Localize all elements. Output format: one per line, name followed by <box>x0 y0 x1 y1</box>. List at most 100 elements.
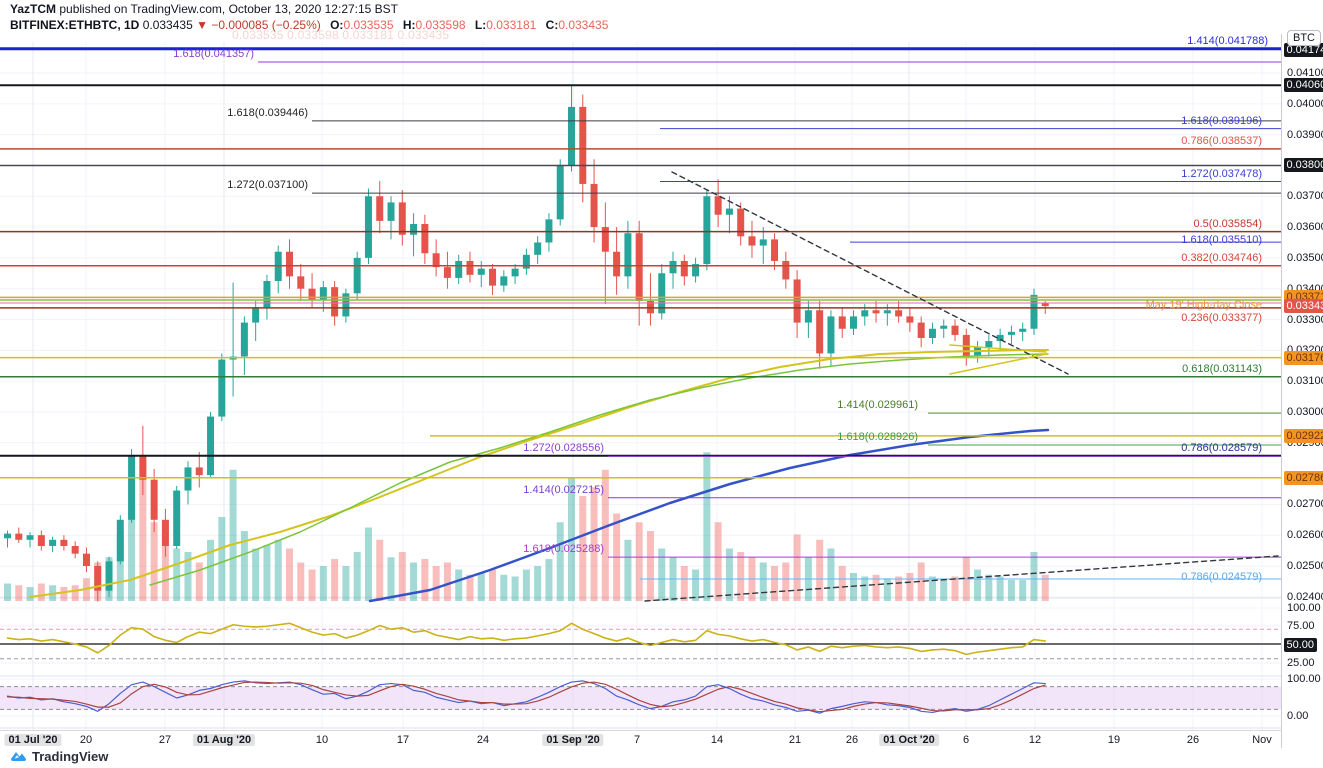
candle-body <box>1007 331 1015 335</box>
open-label: O: <box>330 18 344 32</box>
candle-body <box>128 455 136 520</box>
price-tick: 0.030000 <box>1287 405 1323 418</box>
time-tick-month: 01 Jul '20 <box>4 734 62 746</box>
candle-body <box>331 287 339 317</box>
price-tick: 0.026000 <box>1287 529 1323 542</box>
volume-bar <box>511 576 519 601</box>
stoch-band-fill <box>0 686 1281 710</box>
tradingview-logo[interactable]: TradingView <box>10 748 108 765</box>
volume-bar <box>974 569 982 601</box>
candle-body <box>398 202 406 235</box>
price-tick: 0.025000 <box>1287 560 1323 572</box>
candle-body <box>996 334 1004 342</box>
close-value: 0.033435 <box>558 18 609 32</box>
candle-body <box>432 253 440 268</box>
candle-body <box>308 288 316 300</box>
volume-bar <box>635 522 643 601</box>
volume-bar <box>297 562 305 601</box>
candle-body <box>319 287 327 300</box>
candle-body <box>714 196 722 215</box>
time-tick-month: 01 Sep '20 <box>542 734 604 746</box>
volume-bar <box>353 552 361 601</box>
candle-body <box>477 268 485 275</box>
volume-bar <box>996 576 1004 601</box>
volume-bar <box>218 517 226 601</box>
price-badge: 0.031762 <box>1283 350 1323 365</box>
volume-bar <box>173 548 181 601</box>
volume-bar <box>319 566 327 601</box>
time-tick: 17 <box>396 734 410 746</box>
volume-bar <box>128 504 136 601</box>
candle-body <box>37 535 45 546</box>
volume-bar <box>4 583 11 601</box>
symbol-row: BITFINEX:ETHBTC, 1D 0.033435 ▼ −0.000085… <box>10 18 608 33</box>
rsi-line <box>6 622 1047 656</box>
candle-body <box>443 267 451 278</box>
time-tick: 24 <box>476 734 490 746</box>
candle-body <box>522 254 530 269</box>
time-axis[interactable]: 01 Jul '20 20 27 01 Aug '20 10 17 24 01 Sep '20… <box>0 730 1281 751</box>
candle-body <box>161 519 169 546</box>
price-badge: 0.041749 <box>1283 42 1323 57</box>
candle-body <box>816 310 824 354</box>
price-tick: 0.027000 <box>1287 498 1323 511</box>
volume-bar <box>15 585 23 601</box>
last-price: 0.033435 <box>142 18 193 32</box>
candle-body <box>985 341 993 348</box>
currency-toggle-btc-button[interactable]: BTC <box>1287 30 1321 46</box>
volume-bar <box>207 539 215 601</box>
volume-bar <box>816 539 824 601</box>
candle-body <box>94 566 102 591</box>
volume-bar <box>376 539 384 601</box>
volume-bar <box>714 522 722 601</box>
candle-body <box>195 467 203 476</box>
candle-body <box>218 359 226 417</box>
volume-bar <box>364 527 372 601</box>
volume-bar <box>37 583 45 601</box>
price-tick: 0.041000 <box>1287 67 1323 79</box>
candle-body <box>4 533 11 539</box>
volume-bar <box>759 562 767 601</box>
candle-body <box>556 165 564 220</box>
candle-body <box>421 223 429 254</box>
symbol-title: BITFINEX:ETHBTC, 1D <box>10 18 140 32</box>
candle-body <box>692 264 700 277</box>
price-axis[interactable]: 0.041000 0.040000 0.039000 0.037000 0.036000… <box>1281 34 1323 748</box>
time-tick-month: 01 Oct '20 <box>879 734 939 746</box>
close-label: C: <box>545 18 559 32</box>
candle-body <box>680 260 688 277</box>
volume-bar <box>646 531 654 601</box>
volume-bar <box>940 580 948 601</box>
volume-bar <box>398 552 406 601</box>
low-value: 0.033181 <box>486 18 537 32</box>
volume-bar <box>331 559 339 601</box>
stoch-d-line <box>6 681 1046 713</box>
candle-body <box>1041 303 1049 307</box>
candle-body <box>725 208 733 215</box>
open-value: 0.033535 <box>343 18 394 32</box>
candle-body <box>455 260 463 278</box>
candle-body <box>26 535 34 540</box>
candle-body <box>771 239 779 261</box>
candle-body <box>410 223 418 235</box>
candle-body <box>906 316 914 323</box>
candle-body <box>500 276 508 286</box>
time-tick-month: 01 Aug '20 <box>192 734 256 746</box>
candle-body <box>568 106 575 166</box>
price-tick: 0.024000 <box>1287 590 1323 603</box>
pennant-upper <box>949 344 1047 353</box>
volume-bar <box>771 566 779 601</box>
volume-bar <box>906 573 914 601</box>
candle-body <box>466 260 474 275</box>
volume-bar <box>150 522 158 601</box>
volume-bar <box>838 566 846 601</box>
candle-body <box>105 561 113 591</box>
time-tick: 27 <box>158 734 172 746</box>
time-tick: 26 <box>1186 734 1200 746</box>
volume-bar <box>534 566 542 601</box>
volume-bar <box>883 578 891 601</box>
candle-body <box>804 310 812 323</box>
time-tick: 19 <box>1107 734 1121 746</box>
